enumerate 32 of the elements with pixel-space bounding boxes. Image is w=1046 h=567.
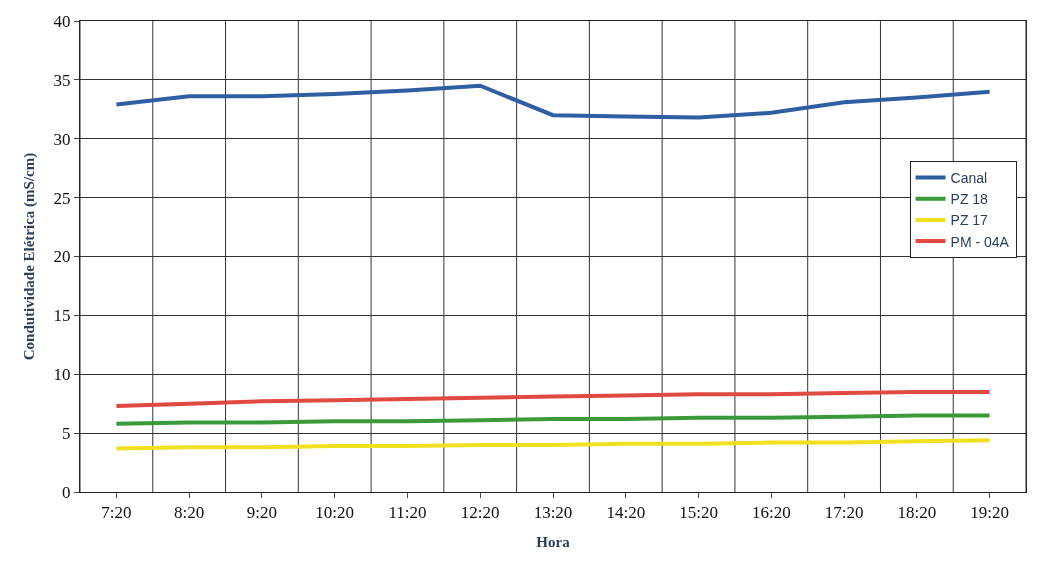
line-series (114, 438, 992, 451)
line-series (114, 83, 992, 120)
y-axis-title: Condutividade Elétrica (mS/cm) (20, 152, 38, 361)
y-tick-label: 35 (53, 70, 71, 90)
x-tick-label: 14:20 (606, 503, 646, 523)
y-tick-label: 25 (53, 188, 71, 208)
y-tick-label: 20 (53, 247, 71, 267)
y-tick-label: 30 (53, 129, 71, 149)
x-tick-label: 15:20 (679, 503, 718, 523)
line-series (114, 389, 992, 409)
x-tick-label: 19:20 (970, 503, 1009, 523)
x-axis-title: Hora (536, 534, 571, 551)
y-tick-label: 15 (53, 306, 71, 326)
x-tick-label: 9:20 (246, 503, 278, 523)
x-tick-label: 13:20 (533, 503, 573, 523)
legend-label: Canal (950, 169, 988, 186)
x-tick-label: 18:20 (897, 503, 937, 523)
legend-label: PZ 18 (950, 191, 989, 208)
line-series (114, 413, 992, 426)
x-tick-label: 12:20 (460, 503, 500, 523)
y-tick-label: 40 (53, 11, 71, 31)
x-tick-label: 17:20 (824, 503, 864, 523)
x-tick-label: 11:20 (388, 503, 427, 523)
x-tick-label: 10:20 (315, 503, 355, 523)
y-tick-label: 5 (62, 424, 71, 444)
y-tick-label: 0 (62, 482, 71, 502)
x-tick-label: 16:20 (751, 503, 791, 523)
legend-label: PM - 04A (950, 233, 1010, 250)
y-tick-label: 10 (53, 365, 71, 385)
legend-label: PZ 17 (950, 212, 989, 229)
x-tick-label: 8:20 (174, 503, 205, 523)
x-tick-label: 7:20 (101, 503, 132, 523)
